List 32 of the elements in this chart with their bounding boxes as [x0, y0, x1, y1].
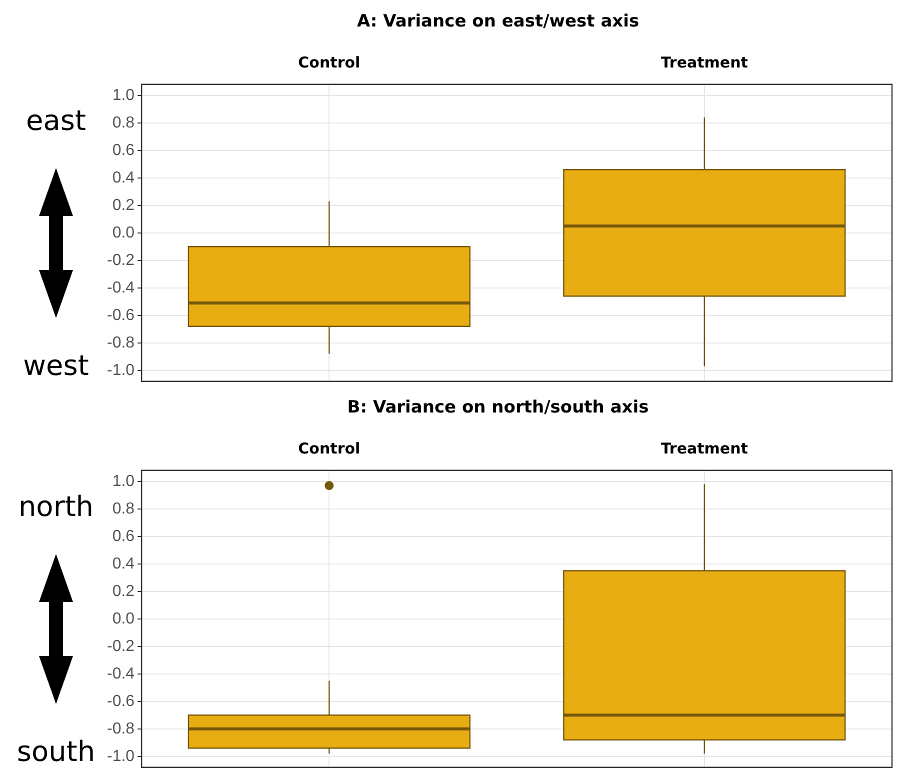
y-tick-label: -0.8 — [106, 720, 135, 738]
y-tick-label: 1.0 — [112, 472, 135, 490]
y-tick-label: 0.0 — [112, 610, 135, 628]
y-tick-label: -0.8 — [106, 334, 135, 352]
y-tick-label: 0.6 — [112, 142, 135, 159]
chart-title: B: Variance on north/south axis — [347, 398, 649, 418]
x-tick-label: Treatment — [660, 439, 748, 458]
y-tick-label: -0.4 — [106, 665, 135, 682]
y-tick-label: 0.8 — [112, 114, 135, 132]
y-tick-label: -1.0 — [106, 362, 135, 379]
chart-title: A: Variance on east/west axis — [356, 12, 640, 32]
y-tick-label: 0.8 — [112, 500, 135, 518]
y-tick-label: 0.4 — [112, 555, 135, 572]
y-tick-label: 1.0 — [112, 86, 135, 104]
y-tick-label: -0.2 — [106, 252, 135, 269]
text: south — [16, 735, 96, 768]
y-tick-label: 0.0 — [112, 224, 135, 242]
x-tick-label: Control — [298, 439, 360, 458]
x-tick-label: Treatment — [660, 53, 748, 72]
y-tick-label: -1.0 — [106, 748, 135, 765]
y-tick-label: -0.4 — [106, 279, 135, 296]
y-tick-label: -0.6 — [106, 306, 135, 324]
y-tick-label: 0.4 — [112, 169, 135, 186]
y-tick-label: -0.2 — [106, 638, 135, 655]
x-tick-label: Control — [298, 53, 360, 72]
y-tick-label: 0.6 — [112, 528, 135, 545]
text: east — [26, 104, 86, 137]
text: west — [23, 349, 89, 382]
text: north — [18, 490, 94, 523]
y-tick-label: 0.2 — [112, 582, 135, 600]
y-tick-label: 0.2 — [112, 196, 135, 214]
y-tick-label: -0.6 — [106, 692, 135, 710]
